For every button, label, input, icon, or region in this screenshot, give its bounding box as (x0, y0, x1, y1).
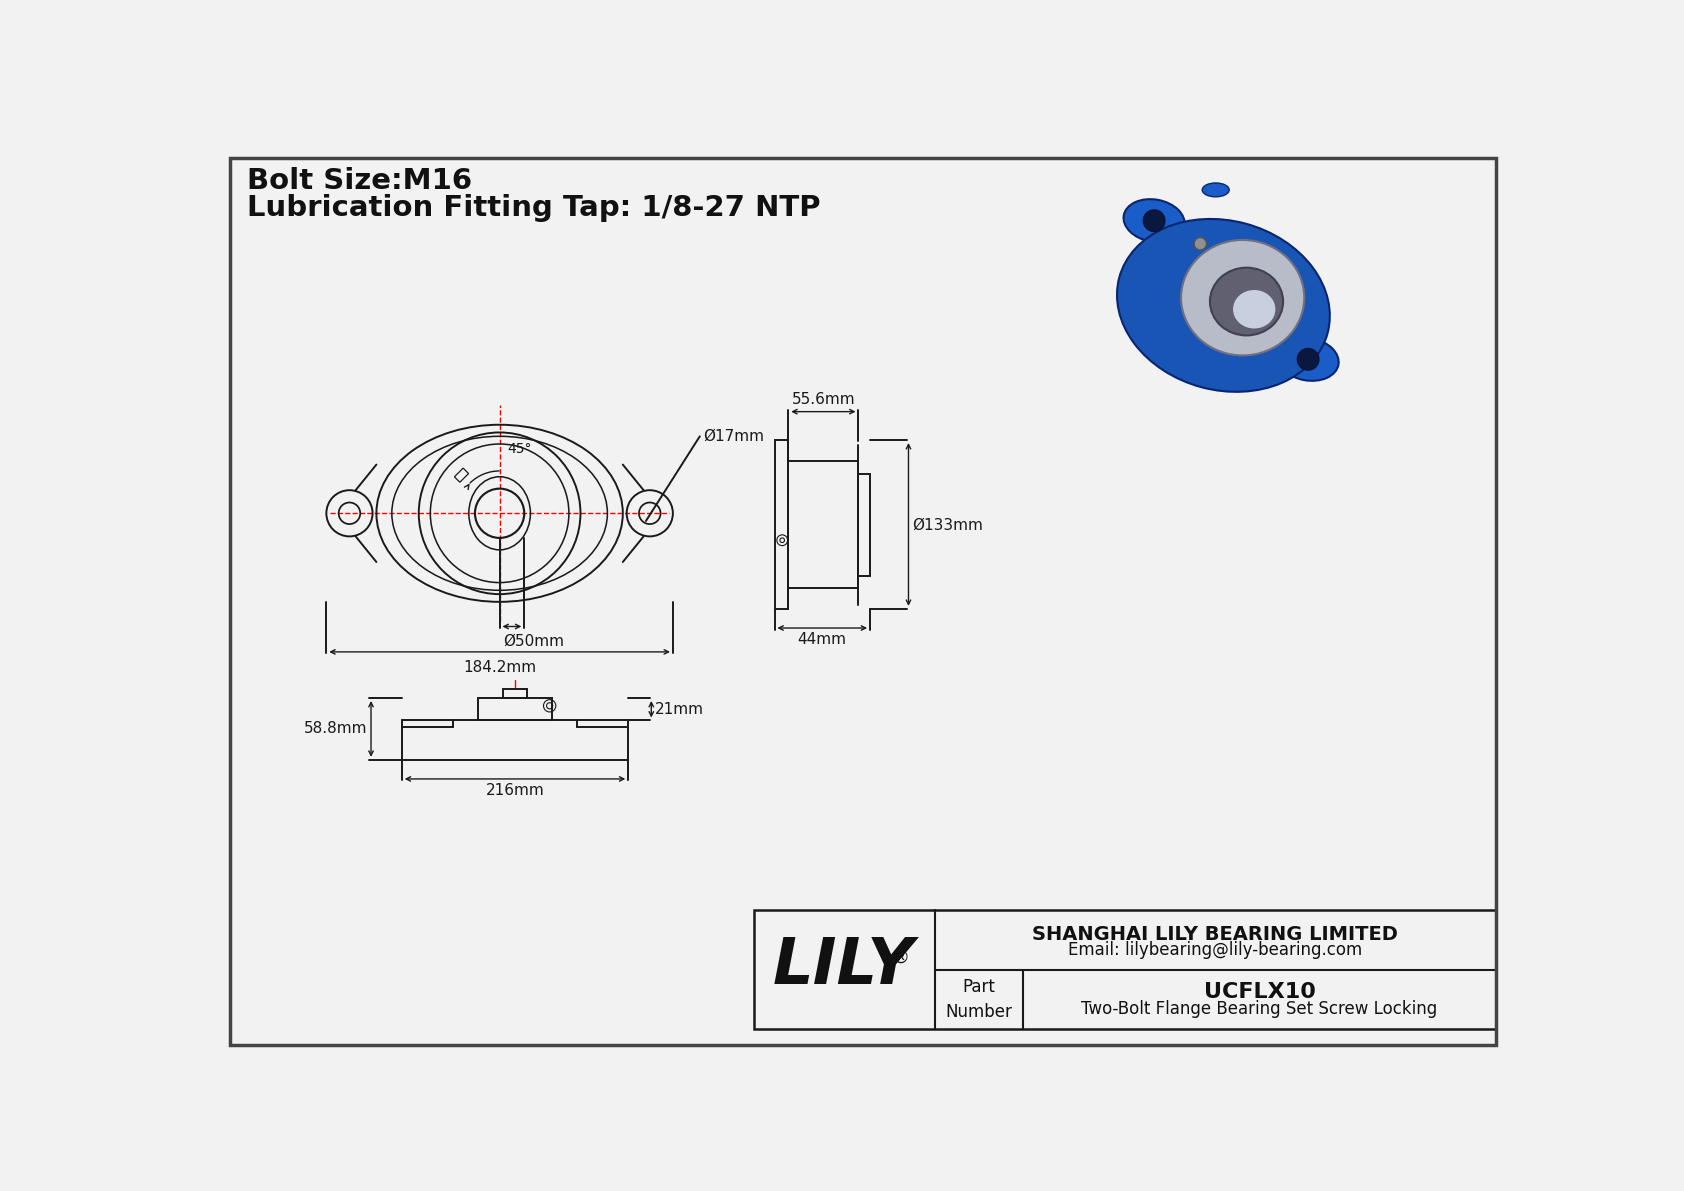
Text: 45°: 45° (507, 442, 532, 455)
Bar (504, 688, 527, 698)
Text: Ø50mm: Ø50mm (504, 634, 564, 649)
Ellipse shape (1116, 219, 1330, 392)
Ellipse shape (1202, 183, 1229, 197)
Text: LILY: LILY (773, 935, 914, 997)
Text: Ø133mm: Ø133mm (913, 517, 983, 532)
Text: SHANGHAI LILY BEARING LIMITED: SHANGHAI LILY BEARING LIMITED (1032, 925, 1398, 944)
Text: 216mm: 216mm (485, 782, 544, 798)
Ellipse shape (1123, 199, 1184, 242)
Text: 55.6mm: 55.6mm (791, 392, 855, 407)
Circle shape (1297, 349, 1319, 370)
Ellipse shape (1278, 338, 1339, 381)
Text: Email: lilybearing@lily-bearing.com: Email: lilybearing@lily-bearing.com (1068, 941, 1362, 959)
Text: Bolt Size:M16: Bolt Size:M16 (248, 167, 472, 195)
Text: 58.8mm: 58.8mm (303, 722, 367, 736)
Text: Ø17mm: Ø17mm (704, 429, 765, 444)
Text: Part
Number: Part Number (945, 979, 1012, 1022)
Circle shape (1194, 238, 1206, 250)
Ellipse shape (1209, 268, 1283, 336)
Text: 21mm: 21mm (655, 701, 704, 717)
Bar (478, 698, 552, 721)
Bar (859, 474, 871, 575)
Bar (788, 461, 859, 588)
Bar (455, 468, 468, 482)
Text: Two-Bolt Flange Bearing Set Screw Locking: Two-Bolt Flange Bearing Set Screw Lockin… (1081, 1000, 1438, 1018)
Text: 44mm: 44mm (798, 632, 847, 647)
Bar (754, 910, 1495, 1029)
Text: Lubrication Fitting Tap: 1/8-27 NTP: Lubrication Fitting Tap: 1/8-27 NTP (248, 194, 820, 222)
Text: 184.2mm: 184.2mm (463, 660, 536, 674)
Text: ®: ® (891, 948, 909, 966)
Circle shape (1143, 210, 1165, 231)
Text: UCFLX10: UCFLX10 (1204, 983, 1315, 1003)
Ellipse shape (1180, 239, 1305, 355)
Ellipse shape (1233, 289, 1275, 329)
Bar (775, 441, 788, 609)
